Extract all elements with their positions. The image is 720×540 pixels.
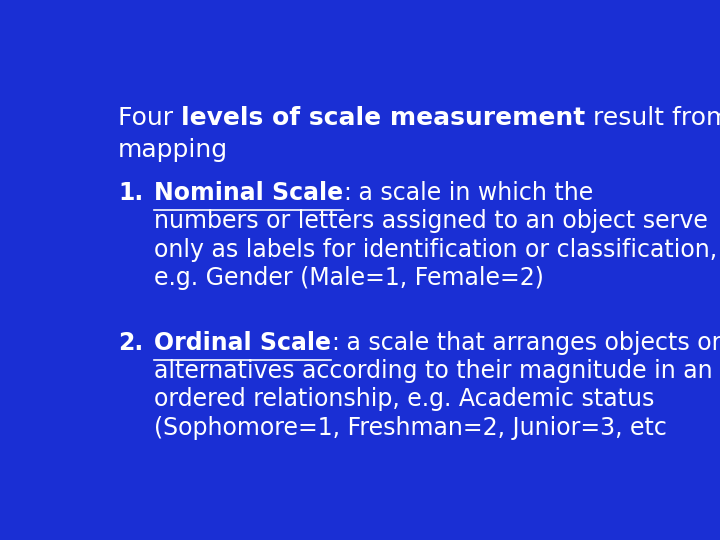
- Text: :: :: [331, 331, 339, 355]
- Text: ordered relationship, e.g. Academic status: ordered relationship, e.g. Academic stat…: [154, 388, 654, 411]
- Text: 2.: 2.: [118, 331, 143, 355]
- Text: numbers or letters assigned to an object serve: numbers or letters assigned to an object…: [154, 210, 708, 233]
- Text: result from this: result from this: [585, 106, 720, 130]
- Text: e.g. Gender (Male=1, Female=2): e.g. Gender (Male=1, Female=2): [154, 266, 544, 290]
- Text: (Sophomore=1, Freshman=2, Junior=3, etc: (Sophomore=1, Freshman=2, Junior=3, etc: [154, 416, 667, 440]
- Text: 1.: 1.: [118, 181, 143, 205]
- Text: a scale that arranges objects or: a scale that arranges objects or: [339, 331, 720, 355]
- Text: a scale in which the: a scale in which the: [351, 181, 593, 205]
- Text: :: :: [343, 181, 351, 205]
- Text: levels of scale measurement: levels of scale measurement: [181, 106, 585, 130]
- Text: Ordinal Scale: Ordinal Scale: [154, 331, 331, 355]
- Text: alternatives according to their magnitude in an: alternatives according to their magnitud…: [154, 359, 713, 383]
- Text: Four: Four: [118, 106, 181, 130]
- Text: Nominal Scale: Nominal Scale: [154, 181, 343, 205]
- Text: only as labels for identification or classification,: only as labels for identification or cla…: [154, 238, 717, 262]
- Text: mapping: mapping: [118, 138, 228, 161]
